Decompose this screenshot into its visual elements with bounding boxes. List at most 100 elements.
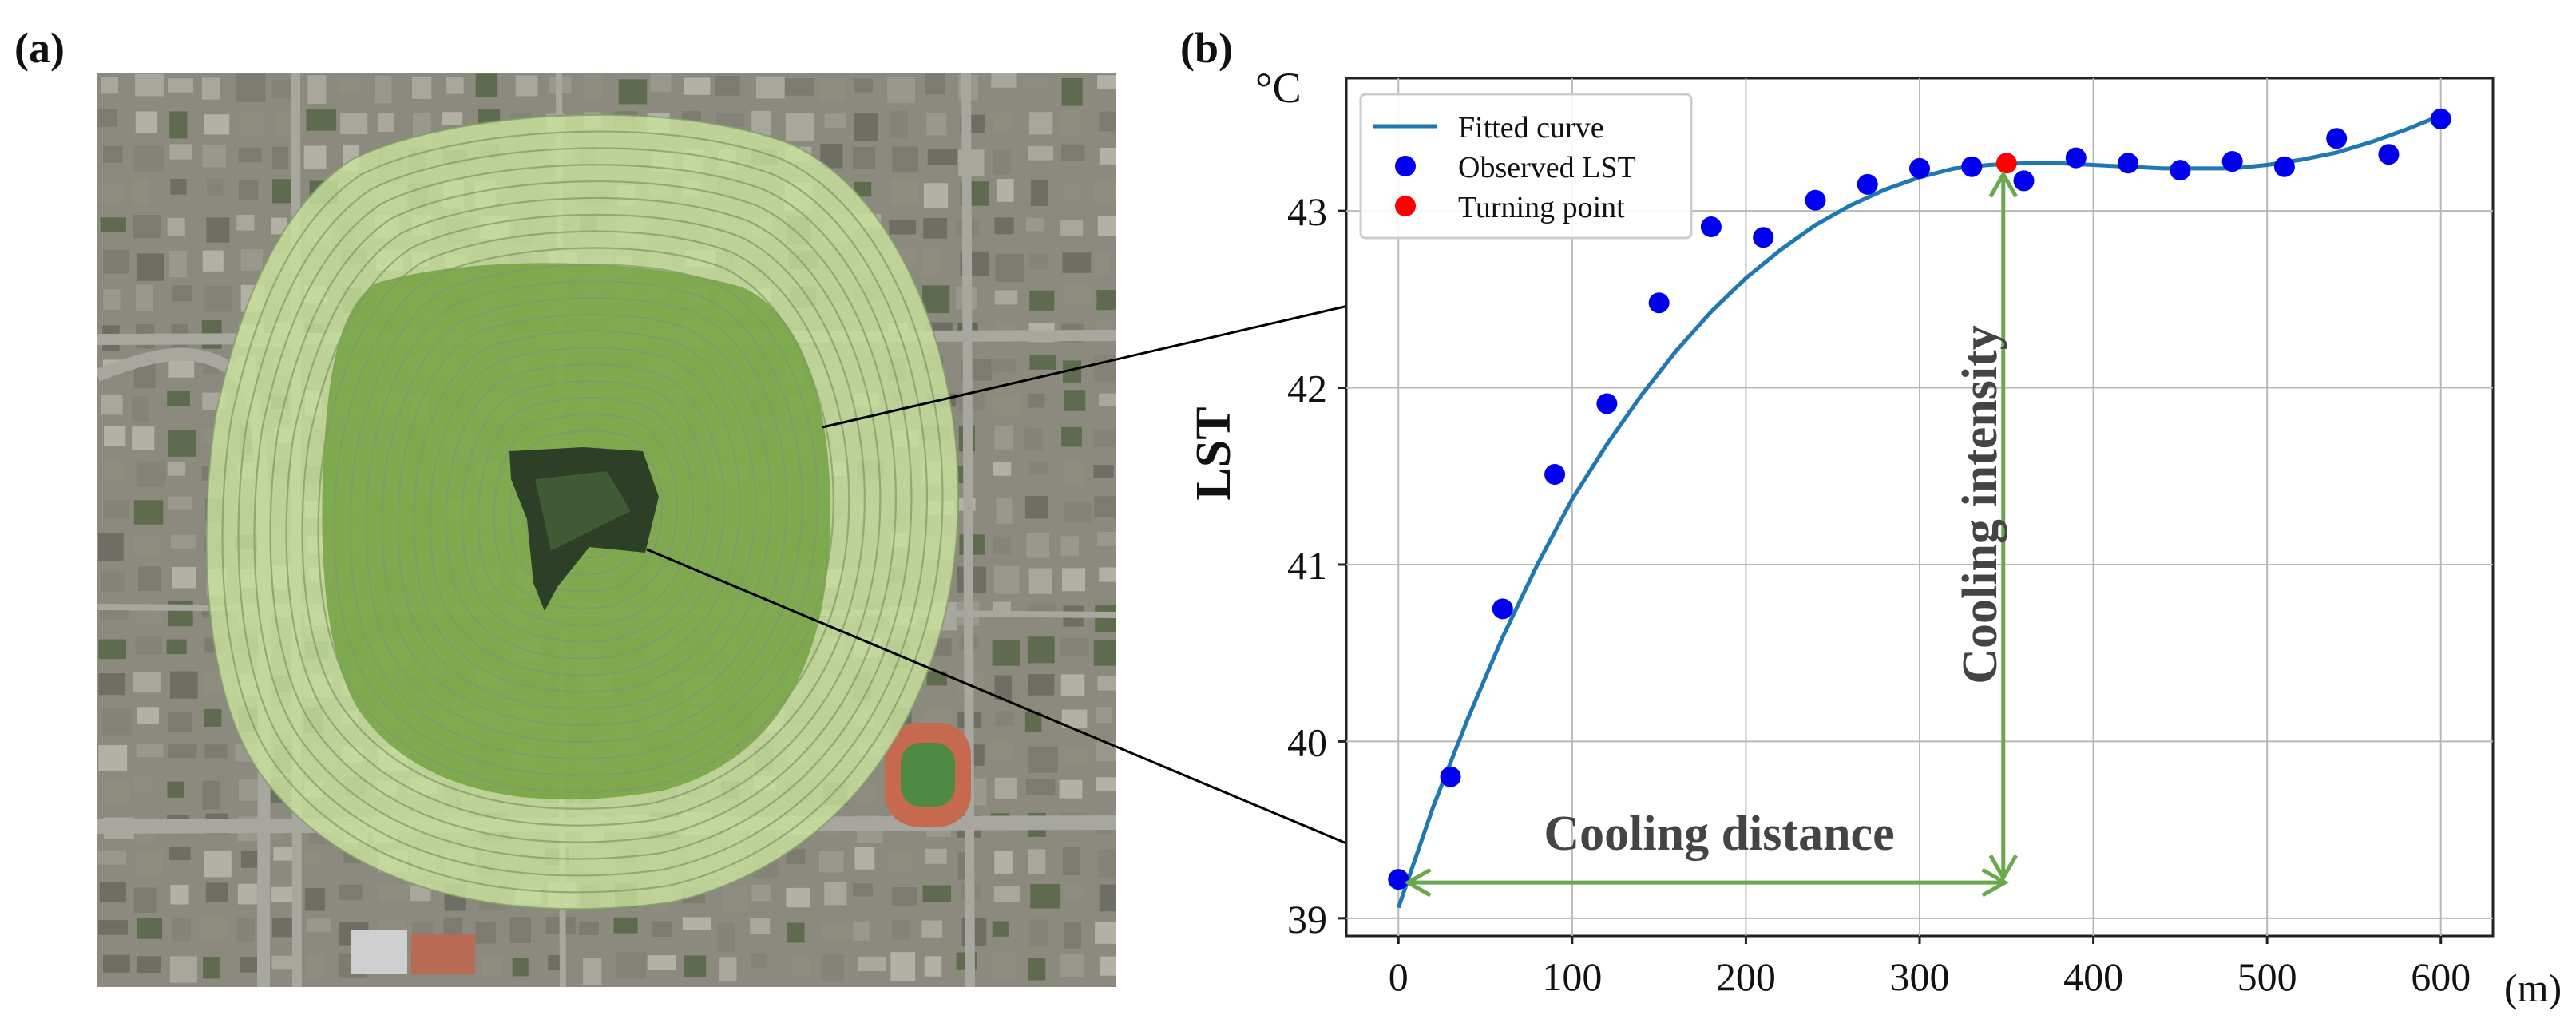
buffer-ring-line	[445, 363, 726, 660]
map-block	[1098, 849, 1116, 878]
map-block	[1060, 536, 1080, 557]
observed-point	[1388, 869, 1409, 890]
map-block	[716, 113, 745, 127]
map-block	[1061, 77, 1083, 106]
map-block	[169, 144, 192, 160]
map-block	[994, 675, 1012, 701]
y-tick-label: 42	[1287, 367, 1327, 411]
map-block	[133, 534, 160, 557]
observed-point	[2118, 153, 2139, 174]
map-block	[1093, 465, 1114, 478]
map-block	[751, 110, 771, 136]
map-block	[925, 848, 947, 864]
map-block	[1029, 290, 1055, 311]
map-block	[890, 952, 916, 981]
map-block	[854, 847, 875, 870]
map-block	[203, 114, 230, 135]
map-block	[994, 290, 1018, 305]
map-block	[240, 850, 259, 868]
map-block	[103, 145, 123, 163]
map-block	[1029, 462, 1048, 475]
map-block	[923, 183, 949, 208]
map-block	[132, 180, 149, 204]
map-block	[170, 884, 189, 905]
map-block	[1059, 779, 1083, 799]
map-block	[924, 73, 945, 95]
map-block	[103, 499, 130, 518]
map-block	[1062, 252, 1092, 273]
map-block	[136, 956, 161, 974]
map-block	[924, 956, 942, 977]
map-block	[275, 112, 306, 136]
map-block	[168, 78, 194, 93]
map-block	[271, 955, 299, 970]
map-block	[167, 462, 186, 476]
map-block	[1095, 605, 1116, 632]
map-block	[102, 780, 130, 803]
map-block	[751, 884, 771, 902]
observed-point	[1648, 292, 1670, 314]
map-block	[168, 712, 192, 732]
map-block	[1028, 958, 1046, 981]
map-block	[786, 848, 806, 865]
map-block	[927, 149, 957, 165]
arrowhead-down	[1988, 854, 2018, 882]
map-block	[1097, 75, 1116, 89]
buffer-ring-line	[205, 113, 960, 910]
observed-point	[2221, 151, 2243, 172]
map-block	[172, 566, 196, 589]
map-block	[1063, 847, 1080, 876]
map-block	[750, 953, 768, 968]
map-block	[512, 958, 529, 977]
map-block	[1095, 921, 1116, 944]
map-block	[785, 113, 814, 141]
legend-turning-swatch	[1395, 196, 1416, 216]
map-block	[1061, 709, 1088, 729]
map-block	[271, 79, 291, 100]
map-block	[1028, 253, 1048, 269]
sports-track	[885, 723, 971, 827]
map-block	[1062, 568, 1086, 592]
map-block	[785, 78, 814, 96]
turning-point	[1995, 153, 2017, 174]
buffer-ring-line	[317, 230, 850, 793]
map-block	[136, 460, 166, 488]
observed-point	[1492, 598, 1513, 620]
map-block	[991, 73, 1017, 88]
observed-point	[1857, 173, 1878, 195]
map-block	[306, 109, 337, 131]
arrowhead-right	[1981, 867, 2009, 898]
observed-point	[2065, 147, 2087, 169]
map-block	[891, 180, 919, 204]
map-block	[378, 113, 394, 133]
map-block	[238, 179, 259, 200]
map-block	[1028, 112, 1053, 135]
map-block	[992, 921, 1009, 937]
buffer-ring-line	[461, 380, 710, 643]
map-block	[824, 882, 847, 906]
map-block	[682, 917, 711, 930]
x-tick-label: 500	[2237, 954, 2297, 999]
map-block	[887, 77, 916, 104]
map-block	[996, 179, 1014, 202]
map-block	[240, 956, 258, 973]
panel-b-label: (b)	[1180, 24, 1233, 72]
lst-chart: 0 100 200 300 400 500 600 39 40 41 42 43 °C (m) LS…	[1187, 64, 2562, 1010]
map-block	[819, 77, 846, 101]
map-block	[854, 78, 873, 93]
map-block	[996, 498, 1013, 524]
map-block	[1026, 779, 1056, 795]
map-block	[240, 111, 264, 136]
map-block	[1063, 184, 1081, 201]
observed-point	[1700, 216, 1722, 238]
map-block	[340, 113, 368, 135]
observed-point	[1961, 156, 1983, 177]
map-block	[101, 462, 124, 480]
map-block	[137, 253, 164, 281]
map-block	[202, 780, 220, 810]
map-block	[1060, 220, 1084, 236]
map-block	[170, 179, 187, 195]
map-block	[922, 285, 950, 314]
map-block	[97, 850, 127, 865]
